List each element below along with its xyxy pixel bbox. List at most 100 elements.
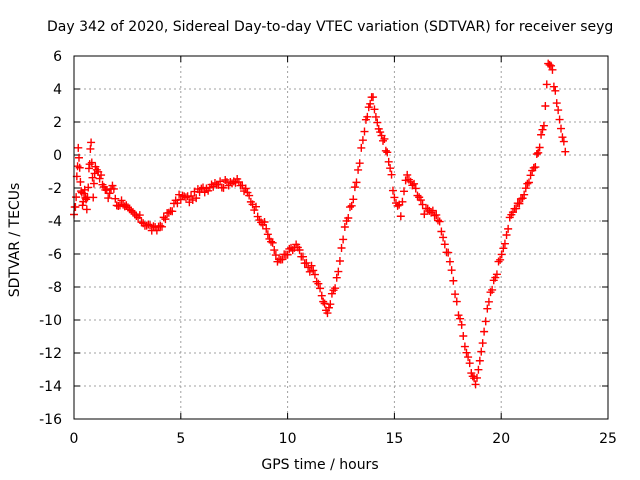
x-tick-label: 15 (385, 431, 403, 447)
data-point (488, 285, 497, 294)
data-point (132, 211, 141, 220)
data-point (270, 246, 279, 255)
data-point (347, 201, 356, 210)
data-point (316, 284, 325, 293)
data-point (74, 143, 83, 152)
data-point (545, 60, 554, 69)
data-point (432, 210, 441, 219)
plot-area (74, 56, 608, 419)
data-point (512, 204, 521, 213)
data-point (393, 201, 402, 210)
data-point (366, 99, 375, 108)
data-point (337, 243, 346, 252)
data-point (181, 193, 190, 202)
data-point (324, 303, 333, 312)
data-point (400, 187, 409, 196)
data-point (549, 82, 558, 91)
y-tick-label: 4 (53, 82, 62, 98)
data-point (524, 178, 533, 187)
data-point (398, 197, 407, 206)
data-point (444, 248, 453, 257)
data-point (109, 184, 118, 193)
data-point (192, 194, 201, 203)
data-point (335, 257, 344, 266)
data-point (304, 263, 313, 272)
data-point (548, 65, 557, 74)
y-tick-label: -4 (48, 214, 62, 230)
data-point (494, 257, 503, 266)
data-point (89, 179, 98, 188)
data-point (135, 211, 144, 220)
data-point (559, 137, 568, 146)
data-point (72, 193, 81, 202)
data-point (158, 222, 167, 231)
data-point (84, 183, 93, 192)
data-point (146, 221, 155, 230)
data-point (386, 164, 395, 173)
data-point (387, 170, 396, 179)
data-point (317, 291, 326, 300)
data-point (332, 273, 341, 282)
data-point (531, 163, 540, 172)
data-point (554, 106, 563, 115)
data-point (561, 147, 570, 156)
data-point (334, 267, 343, 276)
data-point (144, 220, 153, 229)
data-point (86, 144, 95, 153)
data-point (111, 194, 120, 203)
data-point (285, 244, 294, 253)
data-point (380, 134, 389, 143)
data-point (379, 136, 388, 145)
y-tick-label: -12 (39, 346, 62, 362)
y-tick-label: -16 (39, 412, 62, 428)
x-axis-label: GPS time / hours (261, 457, 379, 473)
data-point (481, 317, 490, 326)
data-point (428, 206, 437, 215)
data-point (349, 195, 358, 204)
data-point (523, 179, 532, 188)
plot-border (73, 55, 609, 420)
data-point (452, 297, 461, 306)
data-point (260, 217, 269, 226)
data-point (451, 290, 460, 299)
data-point (384, 157, 393, 166)
x-tick-label: 5 (176, 431, 185, 447)
data-point (216, 177, 225, 186)
data-point (484, 297, 493, 306)
y-axis-label: SDTVAR / TECUs (7, 182, 23, 298)
data-point (518, 194, 527, 203)
data-point (418, 200, 427, 209)
data-point (471, 380, 480, 389)
data-point (474, 365, 483, 374)
data-point (326, 300, 335, 309)
data-point (354, 165, 363, 174)
data-point (358, 136, 367, 145)
data-point (309, 266, 318, 275)
data-point (152, 226, 161, 235)
data-point (161, 215, 170, 224)
data-point (263, 230, 272, 239)
data-point (542, 80, 551, 89)
data-point (71, 202, 80, 211)
data-point (468, 372, 477, 381)
data-point (459, 332, 468, 341)
data-point (350, 183, 359, 192)
data-point (188, 196, 197, 205)
data-point (84, 164, 93, 173)
data-point (539, 121, 548, 130)
data-point (390, 193, 399, 202)
data-point (360, 127, 369, 136)
data-point (369, 93, 378, 102)
data-point (435, 217, 444, 226)
data-point (537, 130, 546, 139)
data-point (219, 183, 228, 192)
data-point (497, 250, 506, 259)
data-point (82, 205, 91, 214)
data-point (357, 143, 366, 152)
data-point (262, 224, 271, 233)
y-tick-label: 2 (53, 115, 62, 131)
y-tick-label: -14 (39, 379, 62, 395)
data-point (373, 118, 382, 127)
data-point (251, 202, 260, 211)
